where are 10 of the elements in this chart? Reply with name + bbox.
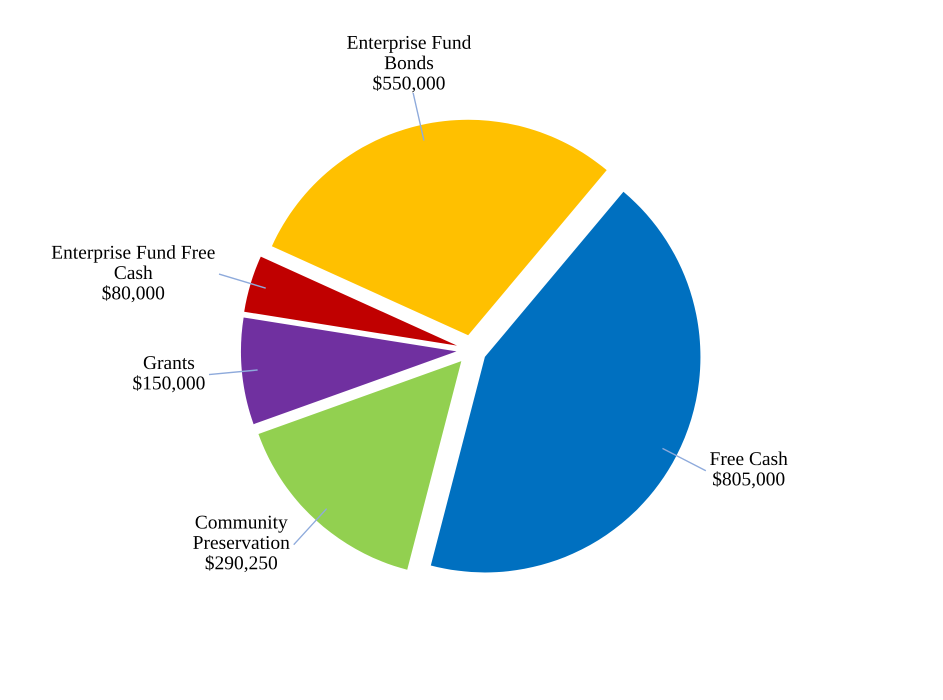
data-label: $80,000 xyxy=(102,285,164,302)
slice-label: Enterprise Fund Free Cash xyxy=(52,245,215,280)
data-label: $290,250 xyxy=(206,555,277,572)
data-label: $805,000 xyxy=(713,471,784,488)
data-label: $150,000 xyxy=(133,375,205,392)
slice-label: Community Preservation xyxy=(193,516,290,550)
data-label: $550,000 xyxy=(373,75,445,92)
slice-label: Free Cash xyxy=(710,452,788,466)
slice-label: Enterprise Fund Bonds xyxy=(347,35,472,70)
slice-label: Grants xyxy=(144,356,194,370)
